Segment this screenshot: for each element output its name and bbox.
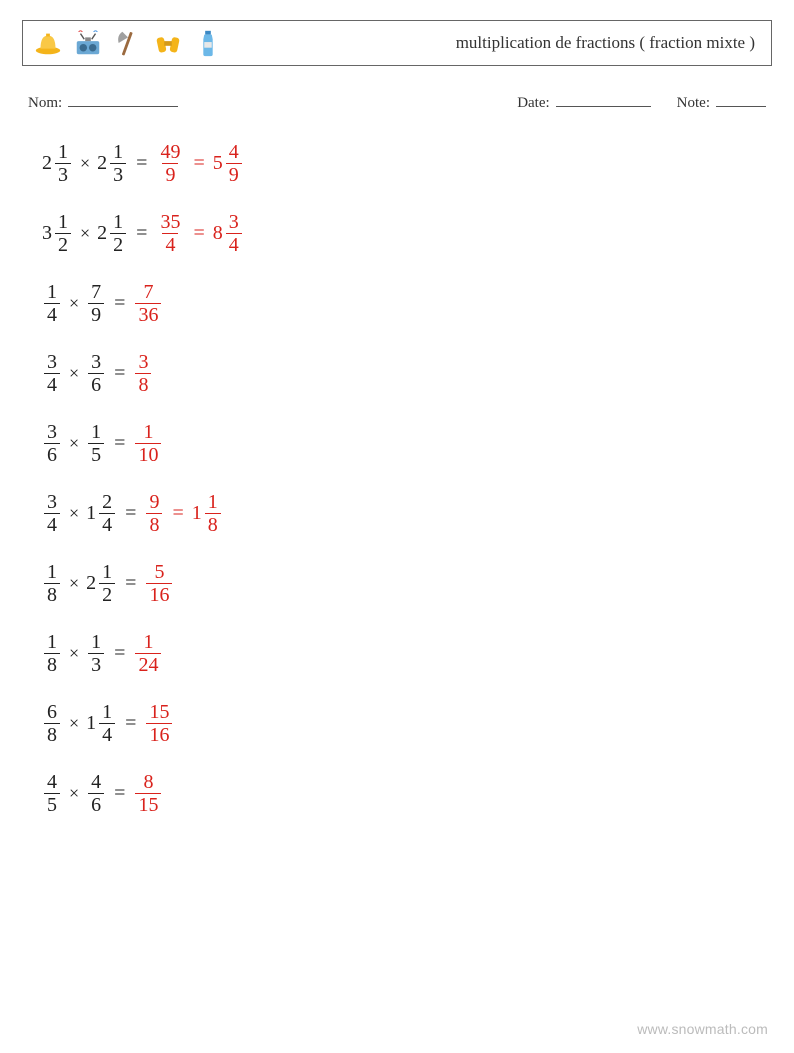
header-icons <box>33 28 223 58</box>
axe-icon <box>113 28 143 58</box>
problem-row: 68×114=1516 <box>42 702 772 745</box>
header-box: multiplication de fractions ( fraction m… <box>22 20 772 66</box>
worksheet-title: multiplication de fractions ( fraction m… <box>456 33 761 53</box>
answer-improper: 1516 <box>144 702 174 745</box>
answer-improper: 110 <box>133 422 163 465</box>
note-blank[interactable] <box>716 92 766 107</box>
name-label: Nom: <box>28 95 62 112</box>
bottle-icon <box>193 28 223 58</box>
name-blank[interactable] <box>68 92 178 107</box>
problem-row: 18×13=124 <box>42 632 772 675</box>
answer-improper: 516 <box>144 562 174 605</box>
meta-row: Nom: Date: Note: <box>28 92 766 112</box>
note-label: Note: <box>677 95 710 112</box>
problem-row: 312×212=354=834 <box>42 212 772 255</box>
answer-improper: 499 <box>155 142 185 185</box>
answer-improper: 736 <box>133 282 163 325</box>
answer-improper: 815 <box>133 772 163 815</box>
problem-row: 45×46=815 <box>42 772 772 815</box>
binoculars-icon <box>153 28 183 58</box>
answer-mixed: 549 <box>213 142 244 185</box>
answer-improper: 38 <box>133 352 153 395</box>
problem-row: 34×36=38 <box>42 352 772 395</box>
answer-improper: 98 <box>144 492 164 535</box>
problem-row: 14×79=736 <box>42 282 772 325</box>
date-label: Date: <box>517 95 549 112</box>
problem-row: 36×15=110 <box>42 422 772 465</box>
watermark: www.snowmath.com <box>637 1021 768 1037</box>
answer-improper: 124 <box>133 632 163 675</box>
problem-row: 18×212=516 <box>42 562 772 605</box>
answer-improper: 354 <box>155 212 185 255</box>
problem-row: 34×124=98=118 <box>42 492 772 535</box>
answer-mixed: 834 <box>213 212 244 255</box>
date-blank[interactable] <box>556 92 651 107</box>
answer-mixed: 118 <box>192 492 223 535</box>
problems-list: 213×213=499=549 312×212=354=834 14×79=736 3… <box>42 142 772 815</box>
hat-icon <box>33 28 63 58</box>
problem-row: 213×213=499=549 <box>42 142 772 185</box>
radio-icon <box>73 28 103 58</box>
